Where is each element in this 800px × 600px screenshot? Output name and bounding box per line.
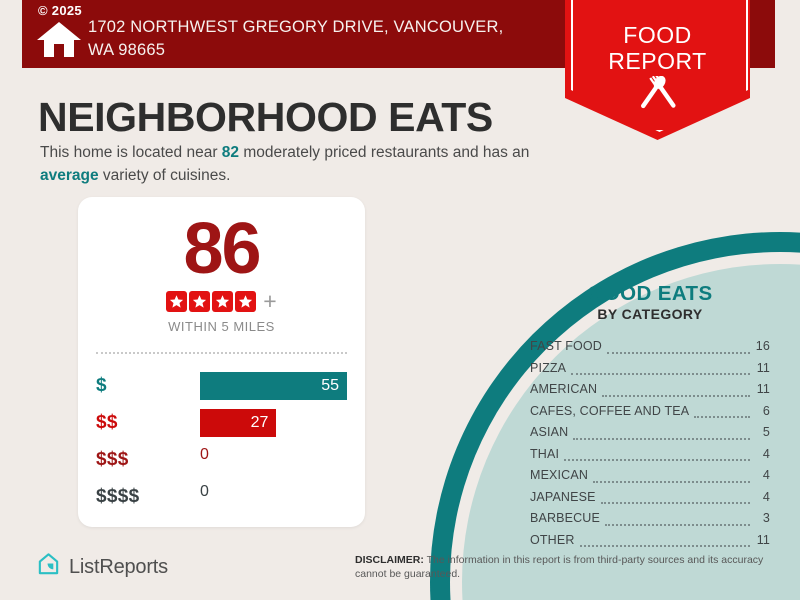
price-tier-bar-track: 27 — [200, 409, 347, 437]
category-row: FAST FOOD 16 — [530, 336, 770, 358]
category-name: AMERICAN — [530, 382, 598, 396]
price-tier-label: $$$ — [96, 449, 129, 470]
category-row: THAI 4 — [530, 444, 770, 466]
disclaimer-label: DISCLAIMER: — [355, 554, 424, 566]
price-tier-value: 0 — [200, 446, 209, 463]
dotted-leader — [694, 415, 750, 418]
dotted-leader — [573, 437, 750, 440]
price-tier-bar-track: 0 — [200, 446, 347, 474]
price-tier-bar-track: 55 — [200, 372, 347, 400]
dotted-leader — [593, 480, 750, 483]
price-tier-chart: $55 $$ 27 $$$ 0 $$$$ 0 — [96, 369, 347, 517]
category-name: ASIAN — [530, 425, 569, 439]
score-value: 86 — [183, 209, 261, 289]
category-name: BARBECUE — [530, 511, 600, 525]
property-address: 1702 NORTHWEST GREGORY DRIVE, VANCOUVER,… — [88, 18, 504, 59]
intro-paragraph: This home is located near 82 moderately … — [40, 141, 555, 187]
fork-and-spoon-icon — [634, 73, 682, 123]
category-row: JAPANESE 4 — [530, 487, 770, 509]
category-row: AMERICAN 11 — [530, 379, 770, 401]
intro-text-2: moderately priced restaurants and has an — [239, 144, 530, 161]
price-tier-row: $$$$ 0 — [96, 480, 347, 514]
intro-text-1: This home is located near — [40, 144, 222, 161]
good-eats-title: GOOD EATS — [587, 282, 713, 305]
radius-label: WITHIN 5 MILES — [168, 319, 275, 334]
category-row: CAFES, COFFEE AND TEA 6 — [530, 401, 770, 423]
food-report-badge: FOOD REPORT — [565, 0, 750, 140]
price-tier-bar-track: 0 — [200, 483, 347, 511]
category-count: 5 — [762, 425, 770, 439]
category-name: MEXICAN — [530, 468, 589, 482]
price-tier-row: $55 — [96, 369, 347, 403]
category-row: ASIAN 5 — [530, 422, 770, 444]
dotted-leader — [564, 458, 750, 461]
badge-title-line1: FOOD — [623, 22, 692, 48]
house-icon — [36, 20, 82, 58]
price-tier-bar: 27 — [200, 409, 277, 437]
category-count: 11 — [756, 382, 770, 396]
category-count: 4 — [762, 446, 770, 461]
category-count: 6 — [762, 403, 770, 418]
category-count: 11 — [756, 532, 770, 547]
good-eats-subtitle: BY CATEGORY — [597, 306, 703, 322]
category-name: FAST FOOD — [530, 339, 602, 353]
listreports-logo-icon — [36, 552, 61, 582]
dotted-leader — [571, 372, 750, 375]
badge-title: FOOD REPORT — [565, 22, 750, 74]
dotted-leader — [602, 394, 750, 397]
price-tier-label: $$ — [96, 412, 118, 433]
category-name: OTHER — [530, 532, 575, 547]
dotted-leader — [606, 351, 750, 354]
category-count: 4 — [762, 489, 770, 504]
category-name: THAI — [530, 446, 560, 461]
category-count: 4 — [762, 468, 770, 482]
disclaimer-text: The information in this report is from t… — [355, 554, 764, 580]
dotted-leader — [600, 501, 750, 504]
category-row: MEXICAN 4 — [530, 465, 770, 487]
variety-highlight: average — [40, 167, 99, 184]
intro-text-3: variety of cuisines. — [98, 167, 231, 184]
category-row: OTHER 11 — [530, 530, 770, 552]
price-tier-row: $$$ 0 — [96, 443, 347, 477]
listreports-logo: ListReports — [36, 552, 168, 582]
star-icon — [189, 291, 211, 312]
star-icon — [235, 291, 257, 312]
category-count: 11 — [756, 360, 770, 375]
category-row: PIZZA 11 — [530, 358, 770, 380]
copyright-text: © 2025 — [38, 3, 82, 18]
good-eats-panel: GOOD EATS BY CATEGORY FAST FOOD 16 PIZZA 11… — [530, 282, 770, 551]
category-row: BARBECUE 3 — [530, 508, 770, 530]
star-icon — [166, 291, 188, 312]
category-name: JAPANESE — [530, 489, 596, 504]
category-name: CAFES, COFFEE AND TEA — [530, 403, 690, 418]
category-list: FAST FOOD 16 PIZZA 11 AMERICAN 11 CAFES, COFFE… — [530, 336, 770, 551]
price-tier-row: $$ 27 — [96, 406, 347, 440]
price-tier-value: 0 — [200, 483, 209, 500]
dotted-leader — [604, 523, 750, 526]
price-tier-label: $$$$ — [96, 486, 140, 507]
score-card: 86 + WITHIN 5 MILES $55 $$ 27 $$$ 0 $$$$ 0 — [78, 197, 365, 527]
category-count: 16 — [755, 339, 770, 353]
star-rating: + — [78, 288, 365, 314]
star-plus: + — [263, 288, 277, 314]
price-tier-bar: 55 — [200, 372, 347, 400]
disclaimer: DISCLAIMER: The information in this repo… — [355, 553, 785, 581]
badge-title-line2: REPORT — [608, 48, 707, 74]
category-count: 3 — [762, 511, 770, 525]
category-name: PIZZA — [530, 360, 567, 375]
price-tier-label: $ — [96, 375, 107, 396]
page-title: NEIGHBORHOOD EATS — [38, 94, 493, 140]
restaurant-count-highlight: 82 — [221, 144, 240, 161]
listreports-logo-text: ListReports — [69, 555, 168, 578]
star-icon — [212, 291, 234, 312]
card-divider — [96, 352, 347, 354]
dotted-leader — [579, 544, 750, 547]
